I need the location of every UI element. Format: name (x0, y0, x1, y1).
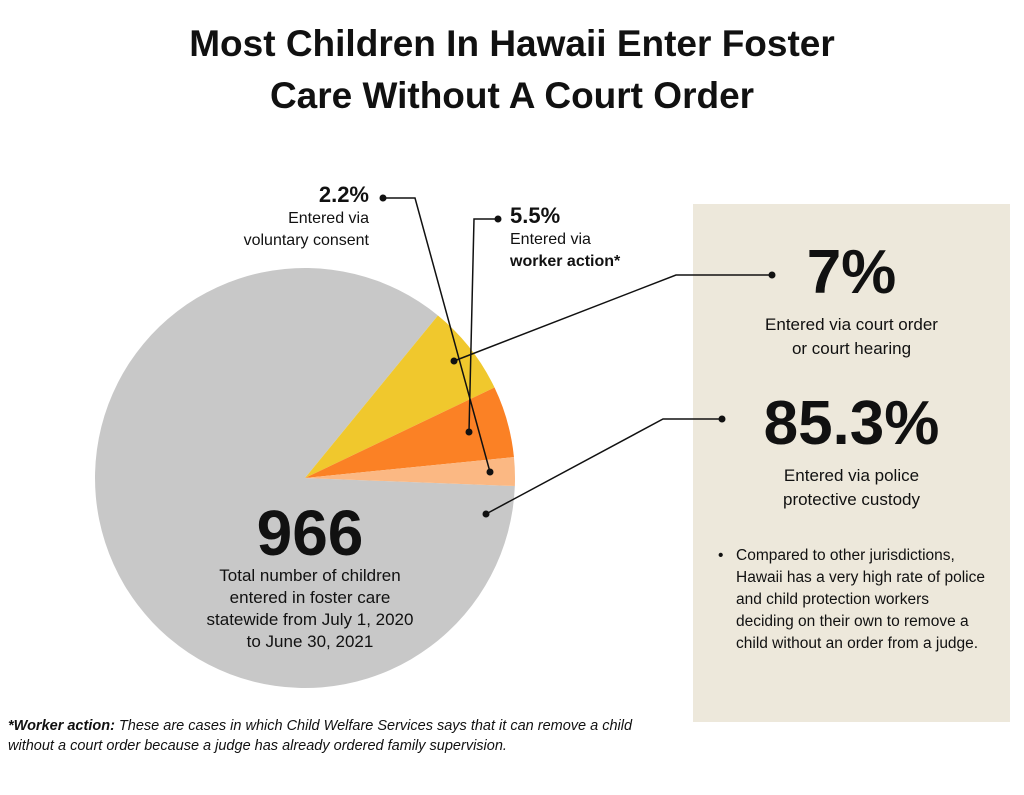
footnote-text: These are cases in which Child Welfare S… (8, 718, 633, 754)
total-line-1: Total number of children (219, 566, 401, 585)
label-court-line1: Entered via court order (765, 315, 938, 334)
label-court-pct: 7% (806, 238, 897, 307)
label-voluntary: 2.2% Entered via voluntary consent (244, 182, 369, 252)
label-voluntary-line2: voluntary consent (243, 232, 369, 249)
leader-dot-voluntary-start (486, 468, 494, 476)
summary-panel (693, 204, 1010, 722)
comparison-note-text: Compared to other jurisdictions, Hawaii … (736, 547, 985, 652)
label-worker-line1: Entered via (510, 231, 591, 248)
label-voluntary-line1: Entered via (288, 210, 369, 227)
pie-slice-voluntary (305, 457, 516, 487)
label-court-desc: Entered via court order or court hearing (693, 313, 1010, 361)
label-police-desc: Entered via police protective custody (693, 464, 1010, 512)
leader-police (485, 418, 722, 515)
leader-voluntary (383, 197, 491, 473)
leader-dot-police-start (482, 510, 490, 518)
label-court-line2: or court hearing (791, 339, 912, 358)
pie-slices (95, 268, 516, 689)
leader-dot-court-start (450, 357, 458, 365)
total-line-2: entered in foster care (229, 588, 391, 607)
title-line-2: Care Without A Court Order (269, 75, 755, 116)
bullet-icon: • (718, 547, 724, 564)
comparison-note: • Compared to other jurisdictions, Hawai… (718, 545, 988, 655)
leader-dot-worker-end (494, 215, 502, 223)
footnote-lead: *Worker action: (8, 718, 115, 734)
leader-lines (379, 194, 776, 518)
footnote: *Worker action: These are cases in which… (8, 716, 648, 756)
title-line-1: Most Children In Hawaii Enter Foster (189, 23, 835, 64)
leader-dot-worker-start (465, 428, 473, 436)
total-line-4: to June 30, 2021 (246, 632, 374, 651)
leader-court (453, 274, 772, 362)
pie-slice-worker (305, 387, 514, 478)
label-worker-pct: 5.5% (510, 203, 561, 228)
chart-title: Most Children In Hawaii Enter Foster Car… (0, 18, 1024, 122)
label-police-line1: Entered via police (783, 466, 920, 485)
pie-slice-police (95, 268, 515, 689)
leader-dot-court-end (768, 271, 776, 279)
leader-worker (468, 218, 498, 433)
total-number: 966 (256, 497, 364, 569)
pie-slice-court (305, 315, 495, 478)
total-description: Total number of children entered in fost… (160, 565, 460, 653)
leader-dot-voluntary-end (379, 194, 387, 202)
label-voluntary-pct: 2.2% (318, 182, 369, 207)
total-line-3: statewide from July 1, 2020 (206, 610, 414, 629)
leader-dot-police-end (718, 415, 726, 423)
label-police-line2: protective custody (782, 490, 920, 509)
label-worker-line2: worker action* (510, 253, 621, 270)
label-police-pct: 85.3% (763, 389, 940, 458)
label-worker: 5.5% Entered via worker action* (510, 203, 620, 273)
